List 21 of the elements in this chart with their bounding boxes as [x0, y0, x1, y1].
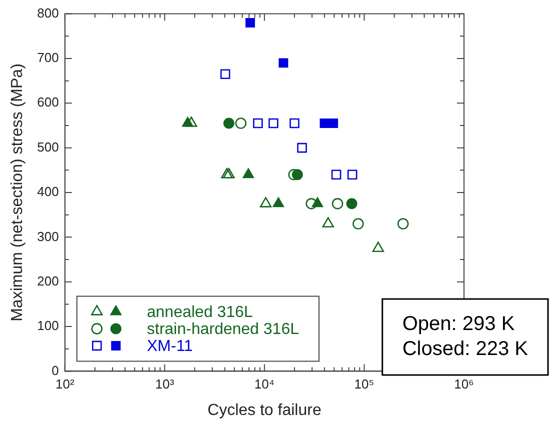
y-tick-label: 100: [37, 318, 59, 334]
legend-label: XM-11: [146, 338, 193, 356]
legend-label: annealed 316L: [146, 304, 253, 322]
y-tick-label: 300: [37, 228, 59, 244]
x-axis-title: Cycles to failure: [208, 402, 322, 419]
x-tick-label: 10²: [55, 376, 75, 392]
y-tick-label: 700: [37, 50, 59, 66]
y-axis-title: Maximum (net-section) stress (MPa): [9, 64, 26, 322]
y-tick-label: 200: [37, 273, 59, 288]
x-tick-label: 10⁶: [454, 376, 474, 392]
y-tick-label: 600: [37, 94, 59, 110]
y-tick-label: 0: [52, 362, 59, 378]
annotation: Open: 293 K: [402, 313, 516, 336]
x-tick-label: 10³: [155, 376, 175, 392]
x-tick-label: 10⁴: [254, 376, 274, 392]
legend-label: strain-hardened 316L: [146, 321, 300, 338]
annotation: Closed: 223 K: [402, 338, 529, 360]
y-tick-label: 500: [37, 139, 59, 154]
y-tick-label: 400: [37, 184, 59, 200]
y-tick-label: 800: [37, 5, 59, 20]
x-tick-label: 10⁵: [354, 376, 374, 392]
